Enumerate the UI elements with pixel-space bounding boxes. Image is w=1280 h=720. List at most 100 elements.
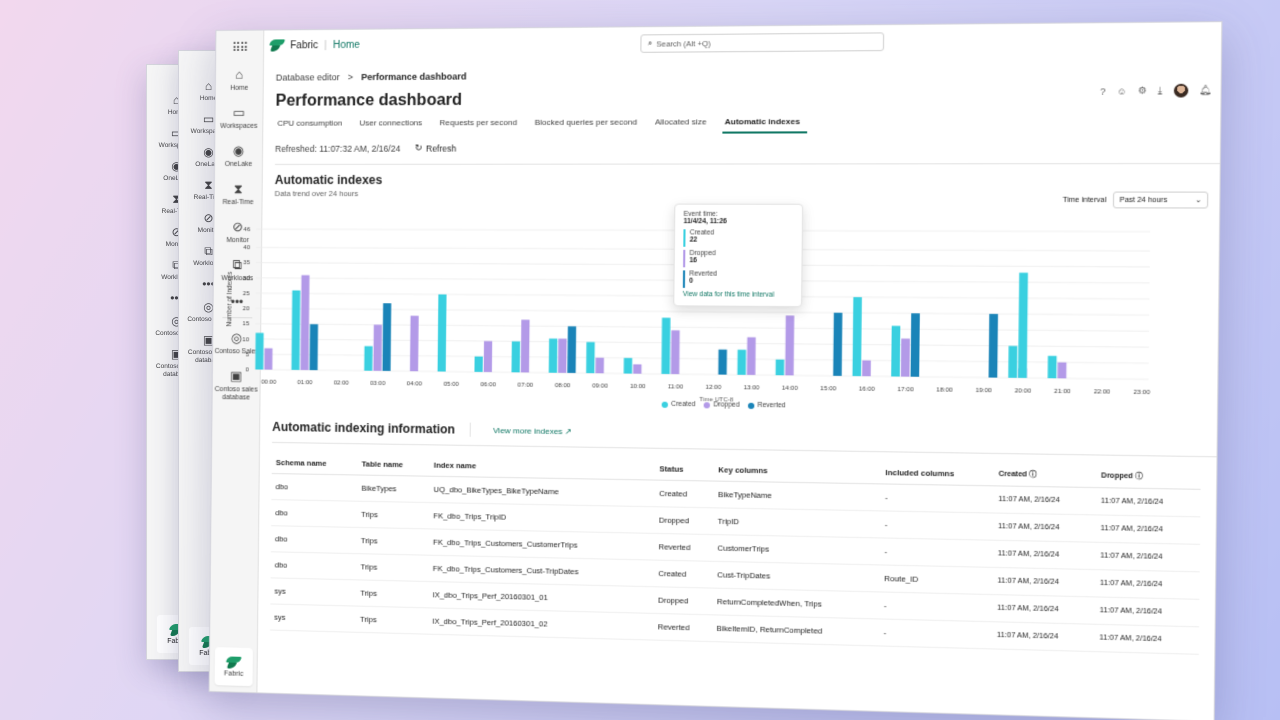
time-interval-select[interactable]: Past 24 hours ⌄: [1113, 192, 1208, 209]
brand-name[interactable]: Fabric: [290, 40, 318, 51]
bar-reverted: [718, 350, 727, 375]
table-cell: -: [879, 619, 992, 649]
col-created[interactable]: Created ⓘ: [994, 460, 1097, 487]
table-cell: dbo: [271, 552, 357, 580]
table-cell: 11:07 AM, 2/16/24: [1096, 542, 1200, 572]
rail-item-workspaces[interactable]: ▭ Workspaces: [220, 106, 257, 131]
legend-dot: [748, 402, 754, 408]
table-cell: 11:07 AM, 2/16/24: [1096, 570, 1200, 600]
y-axis-label: Number of Indexes: [226, 272, 234, 327]
refresh-button[interactable]: ↻ Refresh: [415, 142, 457, 153]
workspaces-icon: ▭: [203, 112, 214, 126]
table-cell: 11:07 AM, 2/16/24: [1096, 488, 1200, 517]
tooltip-row-dropped: Dropped 16: [683, 250, 793, 268]
y-tick-label: 20: [243, 306, 250, 312]
bar-dropped: [264, 348, 272, 369]
fabric-switcher-label: Fabric: [224, 670, 243, 678]
table-cell: 11:07 AM, 2/16/24: [994, 513, 1097, 542]
legend-dot: [704, 402, 710, 408]
table-cell: Trips: [356, 554, 428, 582]
realtime-icon: ⧗: [234, 182, 243, 196]
bar-created: [624, 358, 633, 374]
col-key-columns[interactable]: Key columns: [714, 456, 881, 484]
legend-created[interactable]: Created: [662, 401, 696, 409]
legend-label: Reverted: [758, 402, 786, 410]
x-tick-label: 03:00: [370, 381, 386, 387]
home-link[interactable]: Home: [333, 39, 360, 50]
table-cell: IX_dbo_Trips_Perf_20160301_02: [428, 608, 654, 640]
bar-created: [438, 294, 447, 371]
table-cell: Route_ID: [880, 565, 993, 595]
rail-item-onelake[interactable]: ◉ OneLake: [225, 144, 253, 169]
col-table-name[interactable]: Table name: [358, 450, 430, 476]
col-included-columns[interactable]: Included columns: [881, 458, 994, 485]
workspaces-icon: ▭: [233, 106, 245, 120]
tab-user-connections[interactable]: User connections: [357, 118, 429, 134]
search-input[interactable]: ⌕ Search (Alt +Q): [640, 32, 884, 52]
table-cell: -: [880, 538, 993, 567]
breadcrumb-parent[interactable]: Database editor: [276, 72, 340, 82]
rail-item-realtime[interactable]: ⧗ Real-Time: [223, 182, 254, 207]
table-cell: Dropped: [655, 507, 714, 535]
divider: [275, 163, 1220, 165]
bar-reverted: [567, 326, 576, 373]
tooltip-view-data-link[interactable]: View data for this time interval: [683, 291, 793, 299]
y-tick-label: 30: [243, 276, 250, 282]
bar-dropped: [1058, 362, 1067, 378]
tooltip-swatch: [683, 229, 685, 246]
table-cell: 11:07 AM, 2/16/24: [993, 567, 1096, 597]
time-interval: Time interval Past 24 hours ⌄: [1063, 192, 1209, 209]
chevron-down-icon: ⌄: [1195, 196, 1202, 204]
legend-label: Dropped: [713, 401, 739, 409]
legend-reverted[interactable]: Reverted: [748, 402, 786, 410]
y-tick-label: 0: [245, 367, 249, 373]
y-tick-label: 40: [243, 245, 250, 251]
legend-dropped[interactable]: Dropped: [704, 401, 740, 409]
tab-automatic-indexes[interactable]: Automatic indexes: [722, 117, 807, 134]
table-cell: dbo: [271, 500, 357, 528]
info-title: Automatic indexing information: [272, 420, 470, 437]
bar-created: [586, 342, 595, 373]
table-cell: Dropped: [654, 587, 713, 615]
table-cell: -: [880, 511, 993, 540]
tab-cpu-consumption[interactable]: CPU consumption: [275, 118, 349, 134]
table-cell: 11:07 AM, 2/16/24: [992, 622, 1095, 652]
x-tick-label: 02:00: [334, 380, 350, 386]
home-icon: ⌂: [205, 79, 212, 93]
x-tick-label: 08:00: [555, 383, 571, 389]
bar-created: [737, 350, 746, 375]
rail-item-home[interactable]: ⌂ Home: [230, 68, 248, 93]
tab-blocked-queries[interactable]: Blocked queries per second: [532, 117, 644, 134]
view-more-indexes-link[interactable]: View more indexes ↗: [493, 425, 572, 435]
table-cell: Reverted: [653, 613, 712, 641]
bar-created: [549, 339, 558, 373]
bar-dropped: [484, 341, 493, 372]
tooltip-swatch: [683, 250, 685, 267]
monitor-icon: ⊘: [203, 211, 213, 225]
rail-item-label: Real-Time: [223, 199, 254, 207]
col-status[interactable]: Status: [655, 455, 714, 481]
time-interval-label: Time interval: [1063, 196, 1107, 203]
y-tick-label: 25: [243, 291, 250, 297]
table-cell: CustomerTrips: [713, 535, 880, 565]
bar-created: [512, 341, 521, 372]
refresh-button-label: Refresh: [426, 143, 457, 153]
breadcrumb-current: Performance dashboard: [361, 71, 467, 82]
col-schema-name[interactable]: Schema name: [272, 449, 358, 475]
col-index-name[interactable]: Index name: [430, 451, 656, 480]
bar-dropped: [785, 316, 794, 376]
table-cell: BikeTypeName: [714, 481, 881, 511]
bar-dropped: [300, 275, 309, 370]
x-tick-label: 21:00: [1054, 389, 1071, 396]
tab-allocated-size[interactable]: Allocated size: [653, 117, 714, 134]
app-launcher-icon[interactable]: ⠿⠿: [232, 41, 248, 55]
workloads-icon: ⧉: [204, 244, 213, 258]
onelake-icon: ◉: [233, 144, 244, 158]
col-dropped[interactable]: Dropped ⓘ: [1097, 462, 1201, 490]
table-cell: -: [880, 592, 993, 622]
tooltip-value: 0: [689, 278, 717, 285]
chart-title: Automatic indexes: [275, 173, 1220, 188]
x-tick-label: 00:00: [261, 380, 277, 386]
fabric-switcher[interactable]: Fabric: [215, 647, 253, 686]
tab-requests-per-second[interactable]: Requests per second: [437, 118, 524, 135]
